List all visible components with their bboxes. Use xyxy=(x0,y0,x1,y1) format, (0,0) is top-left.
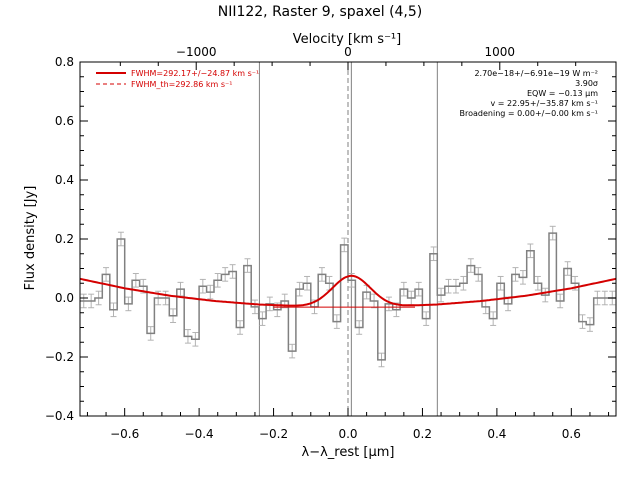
x-tick-label: 0.4 xyxy=(487,427,506,441)
y-tick-label: 0.6 xyxy=(55,114,74,128)
x-tick-label: −0.4 xyxy=(185,427,214,441)
top-tick-label: −1000 xyxy=(176,45,217,59)
y-tick-label: 0.4 xyxy=(55,173,74,187)
y-tick-label: 0.2 xyxy=(55,232,74,246)
chart-title: NII122, Raster 9, spaxel (4,5) xyxy=(218,4,423,20)
x-tick-label: −0.6 xyxy=(110,427,139,441)
x-tick-label: 0.2 xyxy=(413,427,432,441)
reference-lines xyxy=(258,62,438,416)
tick-marks: −0.6 −0.4 −0.2 0.0 0.2 0.4 0.6 −0.4 −0.2 0.0 0.2 0.… xyxy=(45,45,616,441)
data-step-line xyxy=(80,232,616,361)
top-tick-label: 1000 xyxy=(485,45,516,59)
fit-stat-label: 3.90σ xyxy=(575,79,598,88)
y-axis-label: Flux density [Jy] xyxy=(23,186,38,291)
fit-curve xyxy=(79,274,617,307)
fit-series xyxy=(79,274,617,308)
fit-stat-label: v = 22.95+/−35.87 km s⁻¹ xyxy=(490,99,598,108)
y-tick-label: −0.2 xyxy=(45,350,74,364)
y-tick-label: 0.0 xyxy=(55,291,74,305)
x-tick-label: 0.0 xyxy=(338,427,357,441)
y-tick-label: 0.8 xyxy=(55,55,74,69)
annotations: FWHM=292.17+/−24.87 km s⁻¹ FWHM_th=292.86… xyxy=(96,69,598,118)
top-tick-label: 0 xyxy=(344,45,352,59)
fit-stat-label: EQW = −0.13 μm xyxy=(527,89,598,98)
y-tick-label: −0.4 xyxy=(45,409,74,423)
fit-stat-label: 2.70e−18+/−6.91e−19 W m⁻² xyxy=(474,69,598,78)
x-tick-label: −0.2 xyxy=(259,427,288,441)
fit-stat-label: Broadening = 0.00+/−0.00 km s⁻¹ xyxy=(460,109,598,118)
legend-label: FWHM_th=292.86 km s⁻¹ xyxy=(131,80,232,89)
legend-label: FWHM=292.17+/−24.87 km s⁻¹ xyxy=(131,69,259,78)
x-tick-label: 0.6 xyxy=(562,427,581,441)
x-axis-label: λ−λ_rest [μm] xyxy=(302,445,395,460)
top-axis-label: Velocity [km s⁻¹] xyxy=(293,32,401,47)
